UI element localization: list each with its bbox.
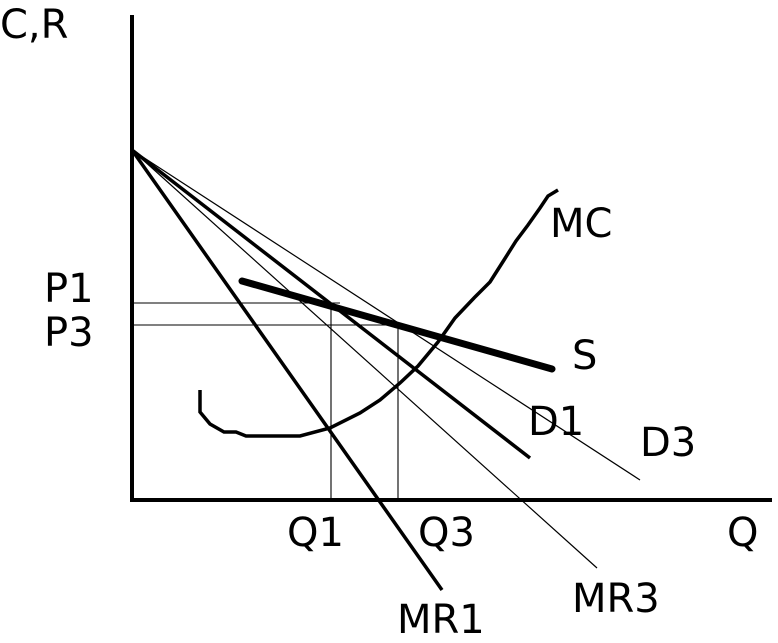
d1-label: D1 — [528, 399, 584, 445]
p1-label: P1 — [44, 266, 94, 312]
s-curve — [238, 277, 556, 373]
q1-label: Q1 — [287, 510, 344, 556]
mr3-curve — [131, 149, 598, 569]
s-label: S — [572, 333, 597, 379]
p3-label: P3 — [44, 310, 94, 356]
x-axis-label: Q — [727, 510, 758, 556]
mr1-curve — [130, 148, 444, 592]
q3-label: Q3 — [418, 510, 475, 556]
mc-curve — [198, 188, 559, 438]
d3-label: D3 — [640, 420, 696, 466]
y-axis-label: C,R — [0, 2, 68, 48]
mr3-label: MR3 — [572, 576, 660, 622]
mc-label: MC — [550, 201, 612, 247]
d3-curve — [131, 149, 641, 481]
mr1-label: MR1 — [397, 597, 485, 643]
